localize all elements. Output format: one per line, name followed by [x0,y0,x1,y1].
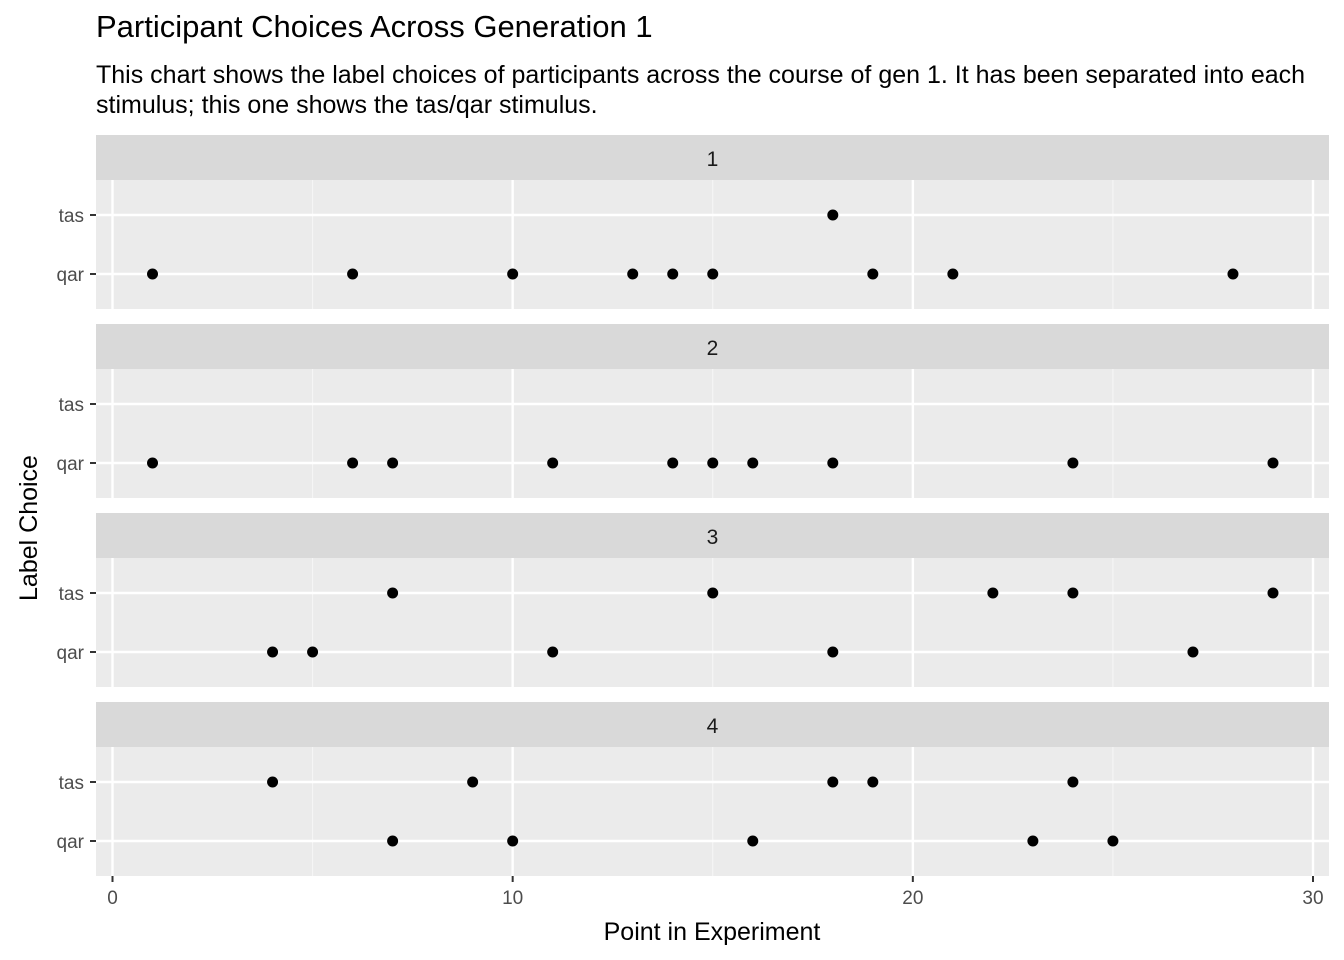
data-point [147,268,159,280]
y-tick-label: qar [57,643,85,664]
y-tick-label: qar [57,454,85,475]
facet-strip [96,513,1329,558]
data-point [347,268,359,280]
data-point [747,457,759,469]
x-axis: 0 10 20 30 [107,876,1324,909]
data-point [707,268,719,280]
facet-strip-label: 4 [707,715,719,738]
data-point [1187,646,1199,658]
y-tick-label: tas [59,773,84,794]
y-tick-label: tas [59,206,84,227]
data-point [147,457,159,469]
data-point [387,457,399,469]
data-point [1227,268,1239,280]
y-tick-label: qar [57,265,85,286]
facet-2: 2 qar tas [57,324,1329,498]
y-tick-label: tas [59,584,84,605]
data-point [867,268,879,280]
data-point [667,457,679,469]
facet-3: 3 qar tas [57,513,1329,687]
data-point [267,776,279,788]
facet-4: 4 qar tas [57,702,1329,876]
x-tick-label: 10 [502,888,523,909]
data-point [1107,835,1119,847]
data-point [827,209,839,221]
data-point [1067,776,1079,788]
data-point [1267,457,1279,469]
x-tick-label: 30 [1302,888,1323,909]
data-point [827,646,839,658]
data-point [307,646,319,658]
data-point [1027,835,1039,847]
data-point [547,646,559,658]
data-point [547,457,559,469]
data-point [667,268,679,280]
chart-subtitle: This chart shows the label choices of pa… [96,61,1306,119]
facet-strip-label: 3 [707,526,719,549]
chart-title: Participant Choices Across Generation 1 [96,9,653,44]
data-point [867,776,879,788]
facet-strip [96,324,1329,369]
data-point [987,587,999,599]
x-tick-label: 20 [902,888,923,909]
facet-1: 1 qar tas [57,135,1329,309]
data-point [1067,587,1079,599]
facet-strip [96,702,1329,747]
data-point [707,587,719,599]
facet-panels: 1 qar tas 2 qar tas 3 qar tas 4 qar tas [57,135,1329,876]
data-point [387,587,399,599]
data-point [627,268,639,280]
data-point [1067,457,1079,469]
data-point [387,835,399,847]
x-tick-label: 0 [107,888,118,909]
data-point [707,457,719,469]
x-axis-title: Point in Experiment [604,918,821,946]
facet-strip-label: 1 [707,148,719,171]
y-tick-label: qar [57,832,85,853]
data-point [467,776,479,788]
data-point [747,835,759,847]
data-point [827,457,839,469]
data-point [827,776,839,788]
facet-strip [96,135,1329,180]
data-point [347,457,359,469]
data-point [947,268,959,280]
data-point [507,268,519,280]
data-point [267,646,279,658]
data-point [507,835,519,847]
data-point [1267,587,1279,599]
y-tick-label: tas [59,395,84,416]
facet-strip-label: 2 [707,337,719,360]
y-axis-title: Label Choice [15,455,43,601]
